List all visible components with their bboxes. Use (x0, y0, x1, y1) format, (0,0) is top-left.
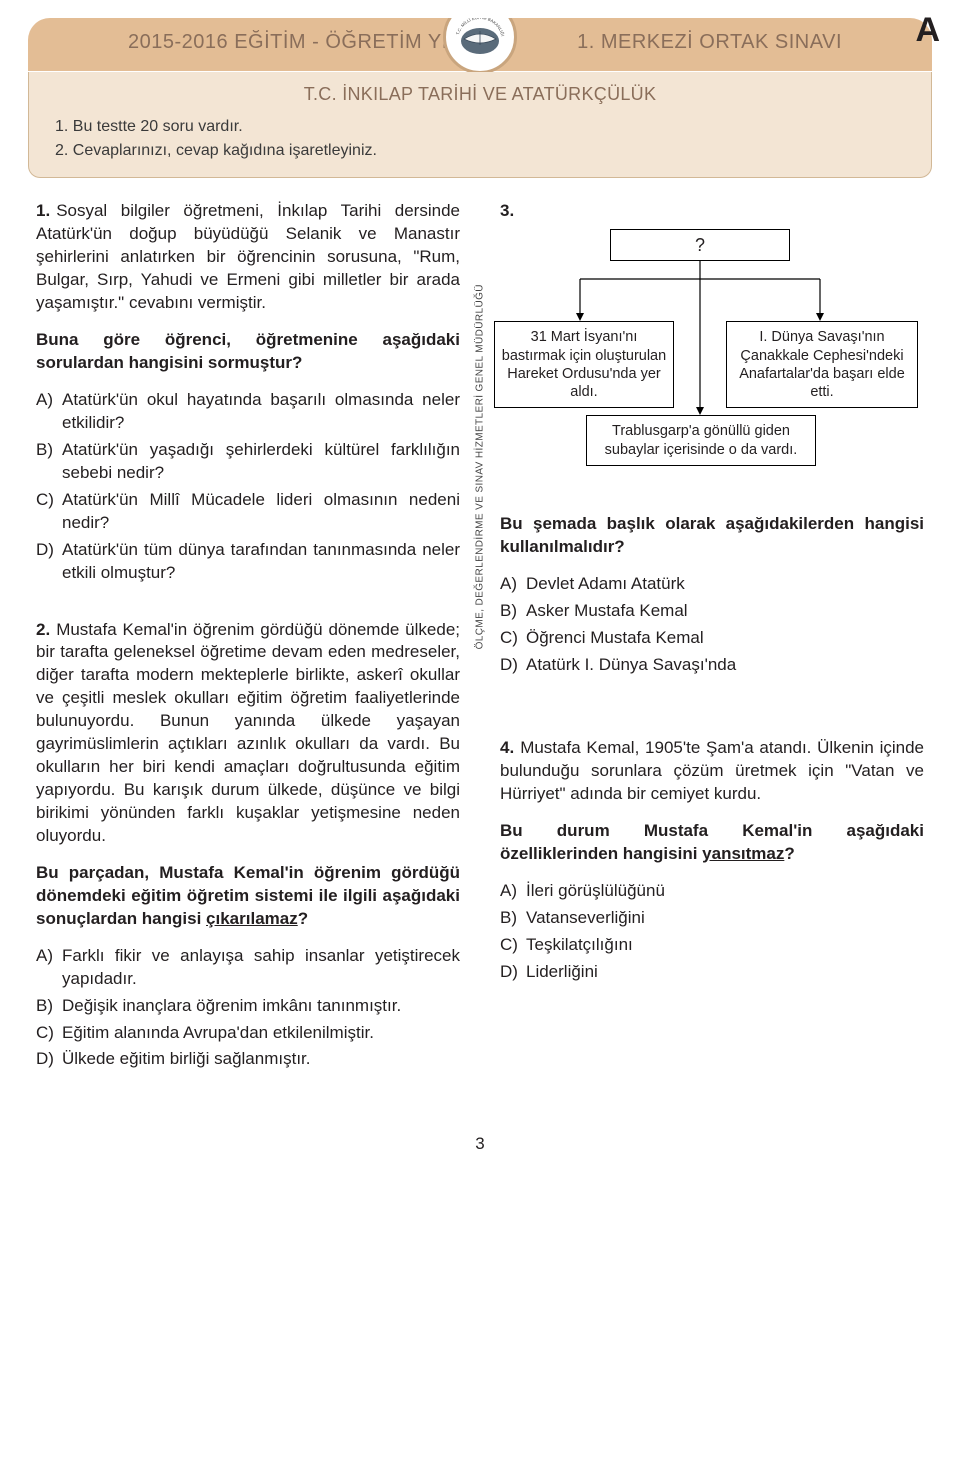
q2-prompt: Bu parçadan, Mustafa Kemal'in öğrenim gö… (36, 862, 460, 931)
q3-option-b[interactable]: B)Asker Mustafa Kemal (500, 600, 924, 623)
q3-schema-box-2: I. Dünya Savaşı'nın Çanakkale Cephesi'nd… (726, 321, 918, 408)
q1-option-b[interactable]: B)Atatürk'ün yaşadığı şehirlerdeki kültü… (36, 439, 460, 485)
meb-logo: T.C. MİLLÎ EĞİTİM BAKANLIĞI (443, 18, 517, 72)
header-bar: 2015-2016 EĞİTİM - ÖĞRETİM YILI T.C. MİL… (28, 18, 932, 72)
q3-number: 3. (500, 200, 514, 223)
q2-options: A)Farklı fikir ve anlayışa sahip insanla… (36, 945, 460, 1072)
subject-title: T.C. İNKILAP TARİHİ VE ATATÜRKÇÜLÜK (55, 82, 905, 106)
instructions: 1. Bu testte 20 soru vardır. 2. Cevaplar… (55, 116, 905, 161)
vertical-ministry-label: ÖLÇME, DEĞERLENDİRME VE SINAV HİZMETLERİ… (473, 285, 487, 650)
q1-options: A)Atatürk'ün okul hayatında başarılı olm… (36, 389, 460, 585)
q2-option-b[interactable]: B)Değişik inançlara öğrenim imkânı tanın… (36, 995, 460, 1018)
q4-prompt: Bu durum Mustafa Kemal'in aşağıdaki özel… (500, 820, 924, 866)
header-right-title: 1. MERKEZİ ORTAK SINAVI (577, 29, 842, 56)
q4-number: 4. (500, 737, 514, 760)
q1-prompt: Buna göre öğrenci, öğretmenine aşağıdaki… (36, 329, 460, 375)
q4-option-b[interactable]: B)Vatanseverliğini (500, 907, 924, 930)
header-body: T.C. İNKILAP TARİHİ VE ATATÜRKÇÜLÜK 1. B… (28, 72, 932, 178)
content-columns: ÖLÇME, DEĞERLENDİRME VE SINAV HİZMETLERİ… (28, 200, 932, 1105)
q4-option-d[interactable]: D)Liderliğini (500, 961, 924, 984)
q3-option-d[interactable]: D)Atatürk I. Dünya Savaşı'nda (500, 654, 924, 677)
q1-number: 1. (36, 200, 50, 223)
q4-option-c[interactable]: C)Teşkilatçılığını (500, 934, 924, 957)
instruction-2: 2. Cevaplarınızı, cevap kağıdına işaretl… (55, 140, 905, 162)
q3-prompt: Bu şemada başlık olarak aşağıdakilerden … (500, 513, 924, 559)
q2-option-a[interactable]: A)Farklı fikir ve anlayışa sahip insanla… (36, 945, 460, 991)
q1-option-d[interactable]: D)Atatürk'ün tüm dünya tarafından tanınm… (36, 539, 460, 585)
q3-schema-title-box: ? (610, 229, 790, 261)
header-left-title: 2015-2016 EĞİTİM - ÖĞRETİM YILI (128, 29, 465, 56)
q3-option-c[interactable]: C)Öğrenci Mustafa Kemal (500, 627, 924, 650)
q2-stem: Mustafa Kemal'in öğrenim gördüğü dönemde… (36, 620, 460, 845)
book-icon: T.C. MİLLÎ EĞİTİM BAKANLIĞI (450, 18, 510, 67)
q4-stem: Mustafa Kemal, 1905'te Şam'a atandı. Ülk… (500, 738, 924, 803)
question-1: 1.Sosyal bilgiler öğretmeni, İnkılap Tar… (36, 200, 460, 584)
q2-option-d[interactable]: D)Ülkede eğitim birliği sağlanmıştır. (36, 1048, 460, 1071)
q3-schema-box-3: Trablusgarp'a gönüllü giden subaylar içe… (586, 415, 816, 465)
exam-header: A 2015-2016 EĞİTİM - ÖĞRETİM YILI T.C. M… (28, 18, 932, 178)
q2-number: 2. (36, 619, 50, 642)
question-4: 4.Mustafa Kemal, 1905'te Şam'a atandı. Ü… (500, 737, 924, 983)
q1-option-a[interactable]: A)Atatürk'ün okul hayatında başarılı olm… (36, 389, 460, 435)
page-number: 3 (28, 1133, 932, 1156)
q3-schema: ? 31 Mart İsyanı'nı bastırmak için oluşt… (500, 229, 924, 499)
q1-option-c[interactable]: C)Atatürk'ün Millî Mücadele lideri olmas… (36, 489, 460, 535)
q1-stem: Sosyal bilgiler öğretmeni, İnkılap Tarih… (36, 201, 460, 312)
q4-option-a[interactable]: A)İleri görüşlülüğünü (500, 880, 924, 903)
instruction-1: 1. Bu testte 20 soru vardır. (55, 116, 905, 138)
q4-options: A)İleri görüşlülüğünü B)Vatanseverliğini… (500, 880, 924, 984)
q3-schema-box-1: 31 Mart İsyanı'nı bastırmak için oluştur… (494, 321, 674, 408)
q3-options: A)Devlet Adamı Atatürk B)Asker Mustafa K… (500, 573, 924, 677)
left-column: 1.Sosyal bilgiler öğretmeni, İnkılap Tar… (28, 200, 480, 1105)
question-3: 3. ? 31 Mart İsyanı'nı bastırmak için ol… (500, 200, 924, 677)
right-column: 3. ? 31 Mart İsyanı'nı bastırmak için ol… (480, 200, 932, 1105)
q2-option-c[interactable]: C)Eğitim alanında Avrupa'dan etkilenilmi… (36, 1022, 460, 1045)
question-2: 2.Mustafa Kemal'in öğrenim gördüğü dönem… (36, 619, 460, 1072)
q3-option-a[interactable]: A)Devlet Adamı Atatürk (500, 573, 924, 596)
